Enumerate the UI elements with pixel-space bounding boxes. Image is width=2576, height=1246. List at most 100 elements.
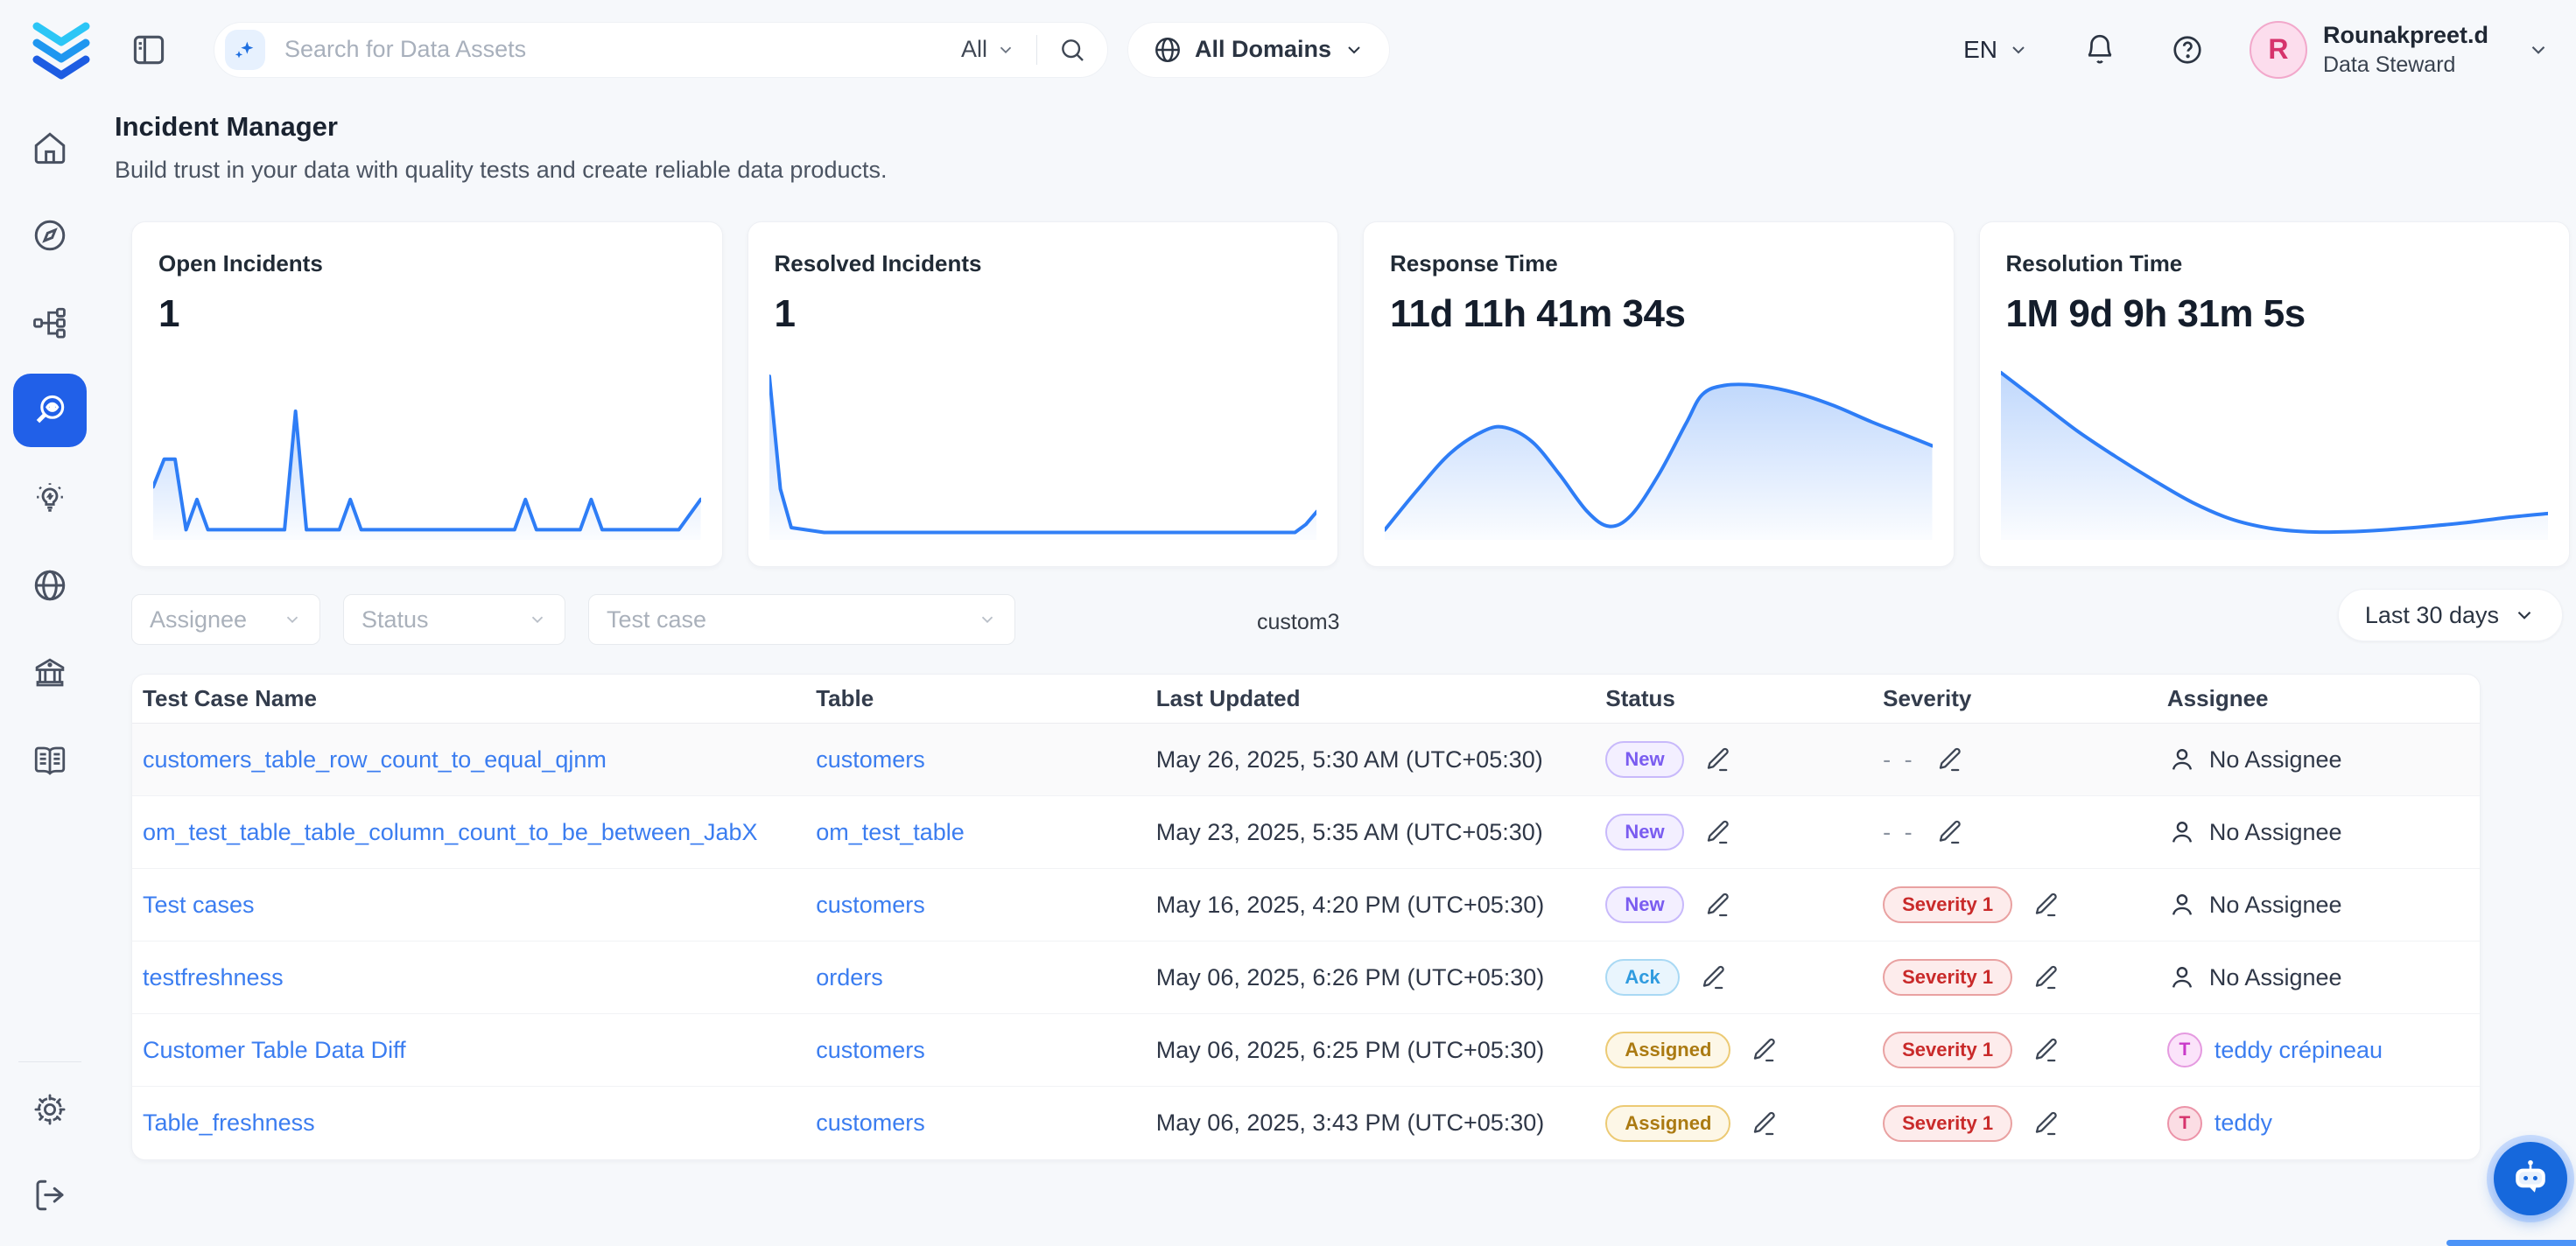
- col-status: Status: [1605, 685, 1675, 711]
- sidebar-nav: [0, 99, 99, 1246]
- sidebar-item-insights[interactable]: [13, 461, 87, 535]
- last-updated-value: May 06, 2025, 6:25 PM (UTC+05:30): [1155, 1036, 1545, 1063]
- user-name: Rounakpreet.d: [2322, 21, 2488, 48]
- edit-status-icon[interactable]: [1750, 1109, 1779, 1138]
- chevron-down-icon: [286, 616, 298, 624]
- home-icon: [34, 132, 65, 164]
- table-link[interactable]: om_test_table: [816, 818, 965, 845]
- col-last-updated: Last Updated: [1155, 685, 1301, 711]
- assignee-link[interactable]: teddy crépineau: [2214, 1036, 2383, 1063]
- table-row[interactable]: Customer Table Data Diff customers May 0…: [132, 1014, 2480, 1087]
- col-test-case-name: Test Case Name: [143, 685, 317, 711]
- sidebar-item-logout[interactable]: [13, 1158, 87, 1232]
- test-case-filter[interactable]: Test case: [588, 594, 1015, 645]
- assignee-link[interactable]: teddy: [2214, 1110, 2272, 1136]
- resolution-time-sparkline: [2000, 370, 2548, 540]
- stat-card-value: 11d 11h 41m 34s: [1390, 292, 1686, 335]
- last-updated-value: May 26, 2025, 5:30 AM (UTC+05:30): [1155, 746, 1543, 773]
- sidebar-item-explore[interactable]: [13, 199, 87, 272]
- table-link[interactable]: orders: [816, 963, 883, 990]
- notifications-button[interactable]: [2083, 33, 2116, 66]
- last-updated-value: May 16, 2025, 4:20 PM (UTC+05:30): [1155, 891, 1545, 918]
- bank-icon: [35, 658, 64, 687]
- assignee-user[interactable]: T teddy: [2166, 1105, 2272, 1141]
- chevron-down-icon: [1000, 46, 1012, 53]
- edit-severity-icon[interactable]: [2032, 1109, 2061, 1138]
- table-link[interactable]: customers: [816, 1110, 925, 1136]
- assignee-avatar: T: [2166, 1032, 2202, 1068]
- help-button[interactable]: [2171, 33, 2204, 66]
- app-logo-icon[interactable]: [28, 19, 95, 80]
- table-row[interactable]: om_test_table_table_column_count_to_be_b…: [132, 796, 2480, 869]
- sidebar-item-domains[interactable]: [13, 549, 87, 622]
- edit-status-icon[interactable]: [1703, 745, 1733, 774]
- sidebar-item-glossary[interactable]: [13, 724, 87, 797]
- status-badge: New: [1605, 814, 1684, 850]
- language-selector[interactable]: EN: [1963, 36, 2029, 64]
- table-row[interactable]: customers_table_row_count_to_equal_qjnm …: [132, 724, 2480, 796]
- person-icon: [2172, 822, 2192, 843]
- test-case-link[interactable]: om_test_table_table_column_count_to_be_b…: [143, 818, 758, 845]
- search-icon[interactable]: [1058, 36, 1086, 64]
- user-menu[interactable]: R Rounakpreet.d Data Steward: [2249, 20, 2550, 80]
- search-input[interactable]: [265, 36, 961, 63]
- global-search[interactable]: All: [214, 21, 1108, 78]
- avatar: R: [2249, 20, 2307, 79]
- edit-severity-icon[interactable]: [1935, 817, 1965, 847]
- table-row[interactable]: testfreshness orders May 06, 2025, 6:26 …: [132, 942, 2480, 1014]
- table-row[interactable]: Table_freshness customers May 06, 2025, …: [132, 1087, 2480, 1159]
- sidebar-toggle-icon[interactable]: [130, 31, 168, 69]
- date-range-button[interactable]: Last 30 days: [2337, 589, 2563, 641]
- table-link[interactable]: customers: [816, 746, 925, 773]
- chat-assistant-button[interactable]: [2494, 1142, 2567, 1215]
- test-case-link[interactable]: testfreshness: [143, 963, 284, 990]
- table-link[interactable]: customers: [816, 891, 925, 918]
- sidebar-item-governance[interactable]: [13, 636, 87, 710]
- all-domains-label: All Domains: [1195, 36, 1332, 62]
- assignee-user[interactable]: T teddy crépineau: [2166, 1032, 2383, 1068]
- custom3-label: custom3: [1257, 610, 1340, 634]
- test-case-link[interactable]: Customer Table Data Diff: [143, 1036, 406, 1063]
- severity-value: - -: [1883, 818, 1916, 845]
- sidebar-item-settings[interactable]: [13, 1073, 87, 1146]
- all-domains-button[interactable]: All Domains: [1127, 21, 1391, 78]
- edit-severity-icon[interactable]: [2032, 962, 2061, 992]
- stat-card-resolved-incidents: Resolved Incidents 1: [747, 221, 1338, 567]
- status-badge: Assigned: [1605, 1032, 1731, 1068]
- table-body: customers_table_row_count_to_equal_qjnm …: [132, 724, 2480, 1159]
- edit-status-icon[interactable]: [1699, 962, 1729, 992]
- chevron-down-icon: [1348, 46, 1360, 53]
- chevron-down-icon: [2012, 46, 2025, 53]
- test-case-link[interactable]: Test cases: [143, 891, 255, 918]
- edit-severity-icon[interactable]: [1935, 745, 1965, 774]
- chevron-down-icon: [2531, 46, 2545, 54]
- assignee-filter[interactable]: Assignee: [131, 594, 320, 645]
- severity-value: Severity 1: [1883, 1032, 2013, 1068]
- chevron-down-icon: [2517, 611, 2531, 620]
- chevron-down-icon: [531, 616, 544, 624]
- bottom-scroll-strip[interactable]: [2446, 1240, 2576, 1246]
- edit-status-icon[interactable]: [1703, 817, 1733, 847]
- last-updated-value: May 06, 2025, 6:26 PM (UTC+05:30): [1155, 963, 1545, 990]
- edit-severity-icon[interactable]: [2032, 1035, 2061, 1065]
- chevron-down-icon: [981, 616, 993, 624]
- search-scope-dropdown[interactable]: All: [961, 36, 1015, 63]
- robot-chat-icon: [2516, 1159, 2545, 1193]
- test-case-link[interactable]: Table_freshness: [143, 1110, 315, 1136]
- no-assignee: No Assignee: [2167, 745, 2342, 774]
- sidebar-item-observability[interactable]: [12, 374, 87, 447]
- edit-severity-icon[interactable]: [2032, 890, 2061, 920]
- test-case-link[interactable]: customers_table_row_count_to_equal_qjnm: [143, 746, 607, 773]
- bell-icon: [2088, 34, 2112, 63]
- table-row[interactable]: Test cases customers May 16, 2025, 4:20 …: [132, 869, 2480, 942]
- help-icon: [2173, 35, 2201, 64]
- status-filter[interactable]: Status: [343, 594, 565, 645]
- edit-status-icon[interactable]: [1703, 890, 1733, 920]
- ai-sparkle-icon[interactable]: [225, 29, 265, 70]
- sidebar-item-home[interactable]: [13, 111, 87, 185]
- last-updated-value: May 06, 2025, 3:43 PM (UTC+05:30): [1155, 1110, 1545, 1136]
- edit-status-icon[interactable]: [1750, 1035, 1779, 1065]
- sidebar-item-lineage[interactable]: [13, 286, 87, 360]
- language-label: EN: [1963, 35, 1997, 63]
- table-link[interactable]: customers: [816, 1036, 925, 1063]
